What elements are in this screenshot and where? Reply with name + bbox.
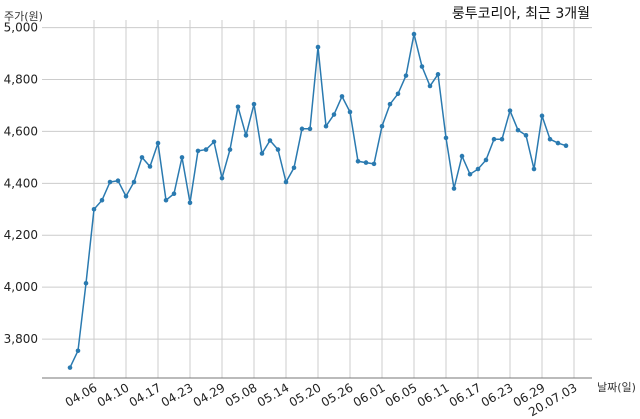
x-tick-label: 04.06 xyxy=(63,380,100,409)
series-point xyxy=(419,64,425,69)
y-tick-label: 4,800 xyxy=(4,73,38,87)
x-tick-label: 04.23 xyxy=(159,380,196,409)
series-point xyxy=(219,175,225,181)
series-point xyxy=(291,165,297,171)
series-point xyxy=(483,157,489,163)
series-point xyxy=(427,83,433,89)
x-tick-label: 05.08 xyxy=(223,380,260,409)
y-tick-label: 4,200 xyxy=(4,228,38,242)
series-point xyxy=(227,147,233,152)
series-point xyxy=(443,135,449,141)
series-point xyxy=(67,365,73,370)
series-point xyxy=(163,197,169,203)
series-points xyxy=(67,31,569,370)
series-point xyxy=(363,160,369,165)
series-point xyxy=(507,108,513,113)
series-point xyxy=(299,126,305,132)
y-tick-label: 3,800 xyxy=(4,332,38,346)
series-point xyxy=(235,104,241,110)
series-point xyxy=(259,151,265,156)
series-point xyxy=(283,179,289,185)
x-tick-label: 06.11 xyxy=(415,380,452,409)
series-point xyxy=(83,280,89,286)
series-point xyxy=(555,140,561,146)
series-point xyxy=(395,91,401,97)
series-point xyxy=(539,113,545,119)
series-point xyxy=(267,138,273,143)
x-tick-label: 06.05 xyxy=(383,380,420,409)
x-tick-labels: 04.0604.1004.1704.2304.2905.0805.1405.20… xyxy=(63,380,580,419)
x-tick-label: 05.26 xyxy=(319,380,356,409)
series-point xyxy=(123,194,129,199)
series-point xyxy=(251,101,257,107)
x-tick-label: 04.17 xyxy=(127,380,164,409)
series-point xyxy=(523,133,529,138)
series-point xyxy=(339,94,345,99)
y-tick-label: 4,000 xyxy=(4,280,38,294)
series-point xyxy=(115,178,121,184)
series-point xyxy=(139,155,145,160)
series-point xyxy=(387,101,393,107)
series-point xyxy=(371,161,377,167)
series-point xyxy=(435,72,441,77)
series-point xyxy=(491,136,497,142)
series-point xyxy=(531,166,537,172)
series-point xyxy=(411,31,417,37)
series-point xyxy=(355,158,361,164)
series-point xyxy=(475,166,481,172)
series-point xyxy=(467,171,473,177)
series-point xyxy=(499,136,505,142)
chart-title: 룽투코리아, 최근 3개월 xyxy=(452,6,590,22)
series-point xyxy=(187,200,193,206)
series-point xyxy=(315,44,321,50)
x-tick-label: 04.10 xyxy=(95,380,132,409)
series-point xyxy=(451,186,457,191)
series-point xyxy=(243,133,249,138)
series-point xyxy=(147,164,153,169)
series-point xyxy=(211,139,217,145)
y-tick-label: 4,600 xyxy=(4,124,38,138)
series-point xyxy=(131,179,137,185)
series-point xyxy=(331,112,337,117)
y-tick-label: 4,400 xyxy=(4,176,38,190)
series-point xyxy=(203,147,209,152)
series-point xyxy=(75,348,81,354)
x-grid-lines xyxy=(93,20,575,378)
series-point xyxy=(547,136,553,142)
x-tick-label: 06.23 xyxy=(479,380,516,409)
x-tick-label: 05.14 xyxy=(255,380,292,409)
series-point xyxy=(379,123,385,129)
x-tick-label: 04.29 xyxy=(191,380,228,409)
series-point xyxy=(195,148,201,154)
x-tick-label: 05.20 xyxy=(287,380,324,409)
series-point xyxy=(563,143,569,148)
series-point xyxy=(323,123,329,129)
y-axis-label: 주가(원) xyxy=(4,10,43,23)
y-tick-label: 5,000 xyxy=(4,21,38,35)
series-point xyxy=(403,73,409,78)
series-point xyxy=(307,126,313,132)
series-point xyxy=(275,147,281,152)
x-axis-label: 날짜(일) xyxy=(597,380,636,394)
series-point xyxy=(347,109,353,115)
series-point xyxy=(179,155,185,160)
series-point xyxy=(91,206,97,212)
x-tick-label: 06.17 xyxy=(447,380,484,409)
series-point xyxy=(155,140,161,146)
series-point xyxy=(171,191,177,197)
x-tick-label: 06.01 xyxy=(351,380,388,409)
series-point xyxy=(515,127,521,133)
series-point xyxy=(107,179,113,185)
series-point xyxy=(459,153,465,159)
y-tick-labels: 3,800 4,000 4,200 4,400 4,600 4,800 5,000 xyxy=(4,21,38,346)
series-point xyxy=(99,197,105,203)
